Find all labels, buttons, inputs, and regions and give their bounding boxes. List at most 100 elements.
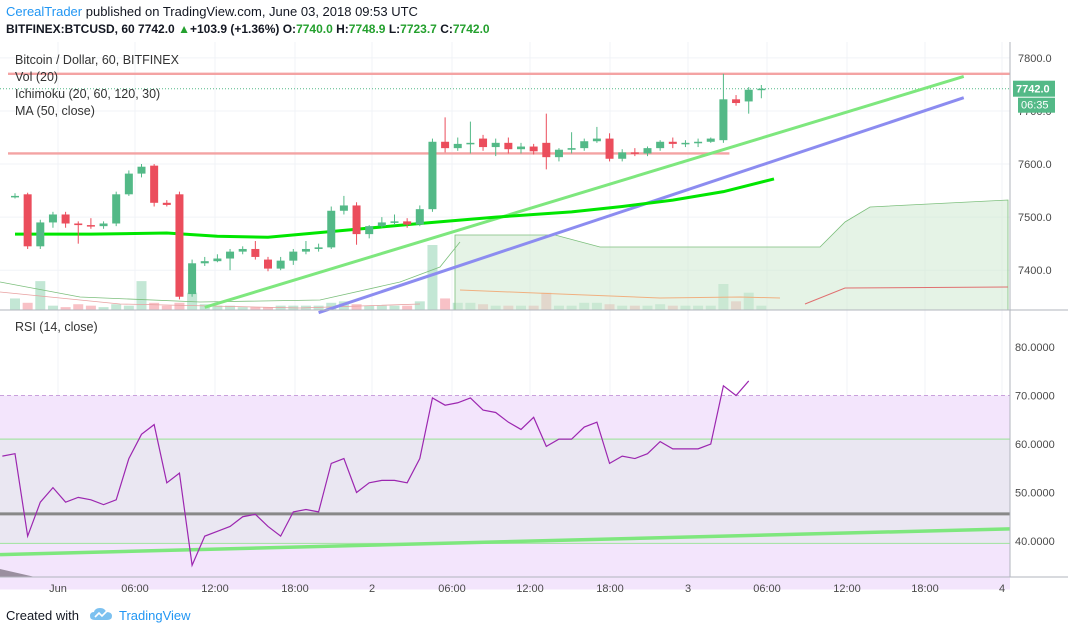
candle[interactable] — [479, 138, 488, 148]
candle[interactable] — [86, 225, 95, 227]
volume-bar — [364, 305, 375, 310]
change-value: +103.9 (+1.36%) — [189, 22, 280, 36]
time-tick-label: 12:00 — [833, 583, 861, 595]
candle[interactable] — [757, 88, 766, 91]
open-label: O: — [282, 22, 297, 36]
ichimoku-base-line — [459, 289, 781, 299]
candle[interactable] — [162, 202, 171, 205]
volume-bar — [35, 281, 46, 310]
candle[interactable] — [377, 222, 386, 227]
volume-bar — [149, 302, 160, 310]
candle[interactable] — [36, 222, 45, 247]
candle[interactable] — [74, 223, 83, 226]
candle[interactable] — [630, 152, 639, 154]
rsi-range-box — [0, 439, 1010, 544]
candle[interactable] — [264, 259, 272, 269]
candle[interactable] — [542, 142, 551, 158]
candle[interactable] — [226, 251, 235, 259]
time-tick-label: 12:00 — [201, 583, 229, 595]
candle[interactable] — [668, 141, 677, 144]
volume-bar — [174, 302, 185, 310]
volume-bar — [111, 304, 122, 310]
volume-bar — [250, 307, 261, 310]
author-link[interactable]: CerealTrader — [6, 4, 83, 19]
candle[interactable] — [251, 248, 260, 257]
candle[interactable] — [706, 138, 715, 142]
candle[interactable] — [276, 260, 285, 269]
candle[interactable] — [643, 148, 652, 154]
rsi-tick-label: 40.0000 — [1015, 536, 1055, 548]
candle[interactable] — [188, 263, 197, 295]
volume-bar — [326, 302, 337, 310]
time-tick-label: 3 — [685, 583, 691, 595]
volume-bar — [98, 307, 109, 310]
candle[interactable] — [441, 141, 450, 149]
volume-bar — [414, 301, 425, 310]
candle[interactable] — [719, 99, 728, 141]
candle[interactable] — [48, 214, 57, 223]
tradingview-brand-link[interactable]: TradingView — [118, 608, 191, 623]
candle[interactable] — [112, 194, 121, 224]
candle[interactable] — [415, 209, 424, 225]
volume-bar — [47, 305, 58, 310]
candle[interactable] — [491, 142, 500, 148]
candle[interactable] — [618, 152, 627, 159]
candle[interactable] — [681, 142, 690, 145]
candle[interactable] — [23, 194, 32, 247]
candle[interactable] — [580, 141, 589, 149]
volume-bar — [136, 281, 147, 310]
candle[interactable] — [529, 146, 538, 152]
time-tick-label: 18:00 — [596, 583, 624, 595]
volume-bar — [73, 304, 84, 310]
candle[interactable] — [339, 205, 348, 211]
candle[interactable] — [517, 146, 525, 150]
candle[interactable] — [592, 138, 601, 142]
candle[interactable] — [11, 195, 19, 198]
candle[interactable] — [744, 89, 753, 102]
candle[interactable] — [99, 223, 108, 227]
candle[interactable] — [453, 143, 462, 149]
time-tick-label: 06:00 — [438, 583, 466, 595]
candle[interactable] — [554, 149, 563, 158]
candle[interactable] — [352, 205, 361, 235]
candle[interactable] — [238, 248, 247, 252]
candle[interactable] — [403, 221, 412, 225]
candle[interactable] — [567, 148, 576, 150]
candle[interactable] — [150, 165, 159, 203]
candle[interactable] — [694, 141, 703, 144]
tradingview-cloud-icon — [89, 607, 113, 624]
candle[interactable] — [289, 251, 298, 261]
candle[interactable] — [428, 141, 437, 210]
ichimoku-span-b-line — [804, 286, 1009, 305]
ichimoku-legend[interactable]: Ichimoku (20, 60, 120, 30) — [15, 87, 161, 101]
candle[interactable] — [605, 138, 614, 159]
candle[interactable] — [732, 99, 741, 104]
candle[interactable] — [365, 226, 374, 235]
price-tick-label: 7400.0 — [1018, 265, 1052, 277]
candle[interactable] — [124, 173, 133, 195]
rsi-corner-marker — [0, 569, 35, 577]
ma-legend[interactable]: MA (50, close) — [15, 104, 95, 118]
candle[interactable] — [301, 248, 310, 252]
candle[interactable] — [656, 141, 665, 149]
candle[interactable] — [466, 142, 475, 145]
candle[interactable] — [200, 261, 209, 264]
rsi-line[interactable] — [2, 380, 750, 568]
candle[interactable] — [61, 214, 70, 224]
candle[interactable] — [504, 142, 513, 150]
candle[interactable] — [137, 166, 146, 174]
trend-line-green[interactable] — [204, 75, 965, 309]
chart-canvas[interactable]: 80.0000 70.0000 60.0000 50.0000 40.0000 7800… — [0, 42, 1068, 604]
candle[interactable] — [327, 210, 336, 248]
rsi-trend-line[interactable] — [0, 527, 1011, 557]
countdown-badge — [1018, 97, 1055, 113]
low-value: 7723.7 — [400, 22, 437, 36]
candle[interactable] — [390, 221, 399, 223]
candle[interactable] — [213, 258, 222, 262]
candle[interactable] — [314, 247, 323, 249]
time-tick-label: 12:00 — [516, 583, 544, 595]
candle[interactable] — [175, 194, 184, 297]
rsi-legend[interactable]: RSI (14, close) — [15, 320, 98, 334]
volume-legend[interactable]: Vol (20) — [15, 70, 59, 84]
footer: Created with TradingView — [6, 607, 191, 624]
